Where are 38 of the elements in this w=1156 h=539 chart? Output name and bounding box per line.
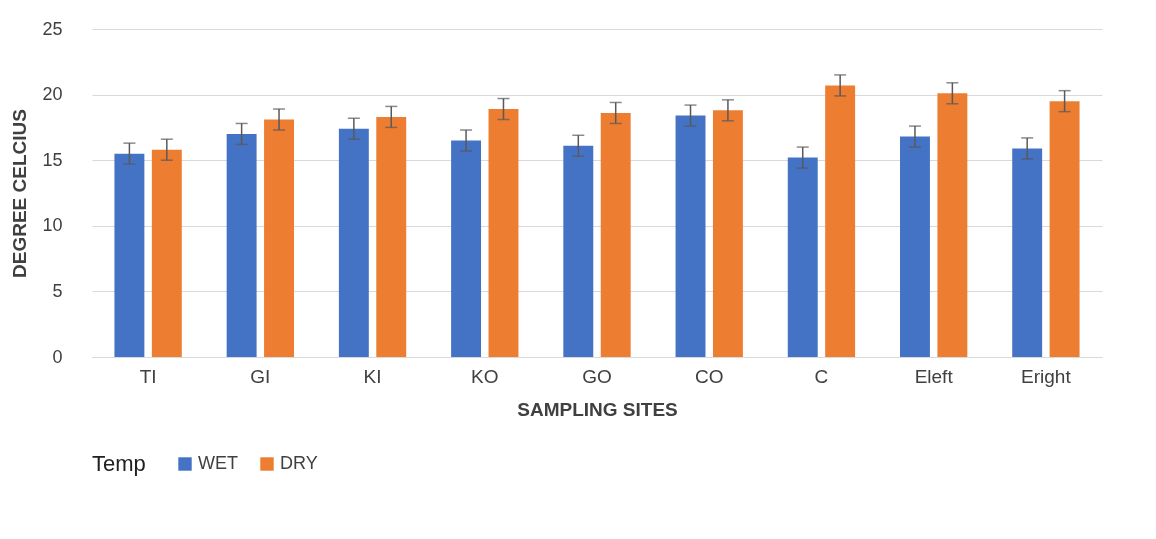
bar xyxy=(675,115,706,357)
bar xyxy=(451,140,482,357)
bar xyxy=(600,112,631,357)
legend-label: WET xyxy=(198,453,238,473)
x-tick-label: KI xyxy=(363,365,382,387)
x-tick-label: GI xyxy=(250,365,271,387)
bar xyxy=(900,136,930,357)
y-tick-label: 15 xyxy=(42,149,63,170)
bar xyxy=(114,153,145,357)
bar xyxy=(488,109,519,357)
bar xyxy=(226,133,257,357)
bar xyxy=(376,116,407,357)
x-tick-label: KO xyxy=(471,365,499,387)
bar xyxy=(563,145,594,357)
bar xyxy=(264,119,294,357)
x-tick-label: TI xyxy=(139,365,157,387)
bar xyxy=(712,110,743,357)
x-tick-label: C xyxy=(814,365,829,387)
x-tick-label: GO xyxy=(582,365,612,387)
bar xyxy=(338,128,369,357)
y-tick-label: 10 xyxy=(42,215,63,236)
bar xyxy=(1049,101,1080,357)
y-tick-label: 20 xyxy=(42,84,63,105)
y-axis-title: DEGREE CELCIUS xyxy=(9,109,31,278)
bar xyxy=(825,85,856,357)
x-axis-title: SAMPLING SITES xyxy=(517,398,678,420)
bar xyxy=(787,157,818,357)
legend-label: DRY xyxy=(280,453,318,473)
y-tick-label: 0 xyxy=(52,346,63,367)
y-tick-label: 25 xyxy=(42,18,63,39)
bar xyxy=(1012,148,1043,357)
bar xyxy=(937,93,968,357)
x-tick-label: CO xyxy=(694,365,724,387)
legend-title: Temp xyxy=(92,451,146,476)
x-tick-label: Eleft xyxy=(914,365,954,387)
x-tick-label: Eright xyxy=(1021,365,1072,387)
bar xyxy=(151,149,182,357)
y-tick-label: 5 xyxy=(52,280,63,301)
